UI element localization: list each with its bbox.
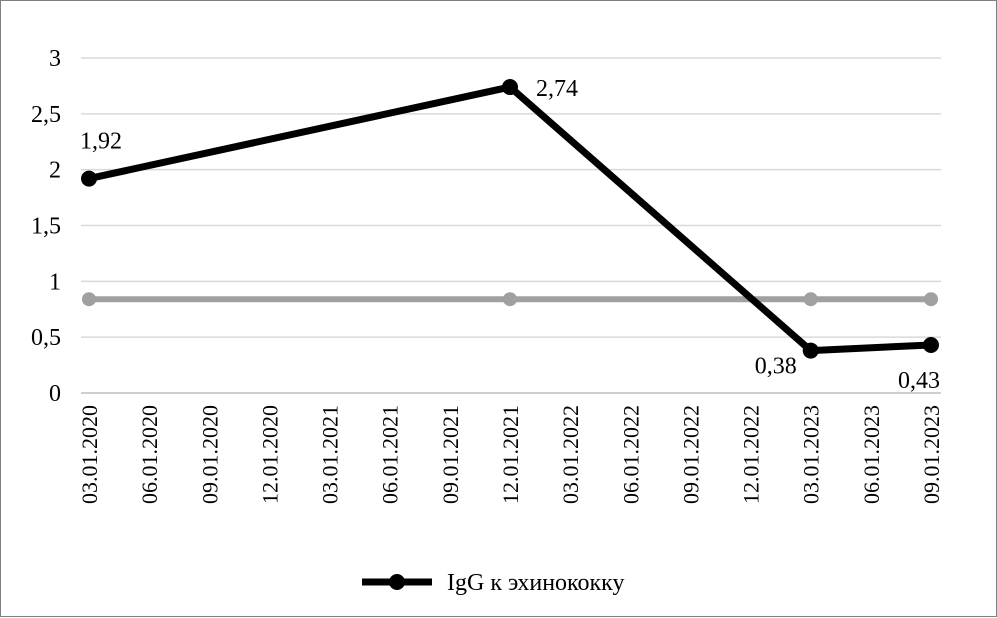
y-tick-label: 3 (49, 46, 61, 72)
x-tick-label: 06.01.2022 (618, 405, 643, 504)
y-tick-label: 2 (49, 158, 61, 184)
gridlines (81, 57, 941, 394)
data-label: 0,43 (898, 368, 940, 394)
y-tick-label: 0,5 (31, 325, 61, 351)
x-tick-label: 09.01.2020 (197, 405, 222, 504)
y-tick-label: 2,5 (31, 102, 61, 128)
x-tick-label: 03.01.2021 (318, 405, 343, 504)
data-labels: 1,92 2,74 0,38 0,43 (80, 76, 940, 394)
data-point (81, 170, 97, 187)
x-tick-label: 12.01.2020 (257, 405, 282, 504)
x-tick-label: 06.01.2023 (859, 405, 884, 504)
reference-point (924, 292, 938, 307)
data-label: 2,74 (536, 76, 578, 102)
data-label: 0,38 (755, 354, 797, 380)
x-tick-label: 12.01.2022 (739, 405, 764, 504)
data-point (502, 79, 518, 96)
legend: IgG к эхинококку (362, 570, 624, 596)
x-tick-label: 06.01.2020 (137, 405, 162, 504)
legend-label-igg: IgG к эхинококку (447, 570, 624, 596)
data-point (802, 342, 819, 359)
x-tick-label: 03.01.2020 (77, 405, 102, 504)
x-tick-label: 03.01.2022 (558, 405, 583, 504)
x-tick-label: 06.01.2021 (378, 405, 403, 504)
y-tick-label: 1,5 (31, 214, 61, 240)
x-tick-label: 03.01.2023 (799, 405, 824, 504)
y-tick-label: 1 (49, 269, 61, 295)
x-tick-label: 09.01.2022 (678, 405, 703, 504)
legend-marker-igg (389, 574, 405, 590)
x-axis-ticks: 03.01.2020 06.01.2020 09.01.2020 12.01.2020… (77, 405, 944, 504)
data-point (923, 336, 939, 353)
x-tick-label: 12.01.2021 (498, 405, 523, 504)
data-label: 1,92 (80, 129, 122, 155)
y-tick-label: 0 (49, 381, 61, 407)
reference-point (503, 292, 517, 307)
x-tick-label: 09.01.2023 (919, 405, 944, 504)
reference-point (82, 292, 96, 307)
series-layer (81, 79, 939, 359)
reference-point (803, 292, 818, 307)
y-axis-ticks: 0 0,5 1 1,5 2 2,5 3 (31, 46, 61, 407)
x-tick-label: 09.01.2021 (438, 405, 463, 504)
series-line-igg (88, 83, 932, 355)
